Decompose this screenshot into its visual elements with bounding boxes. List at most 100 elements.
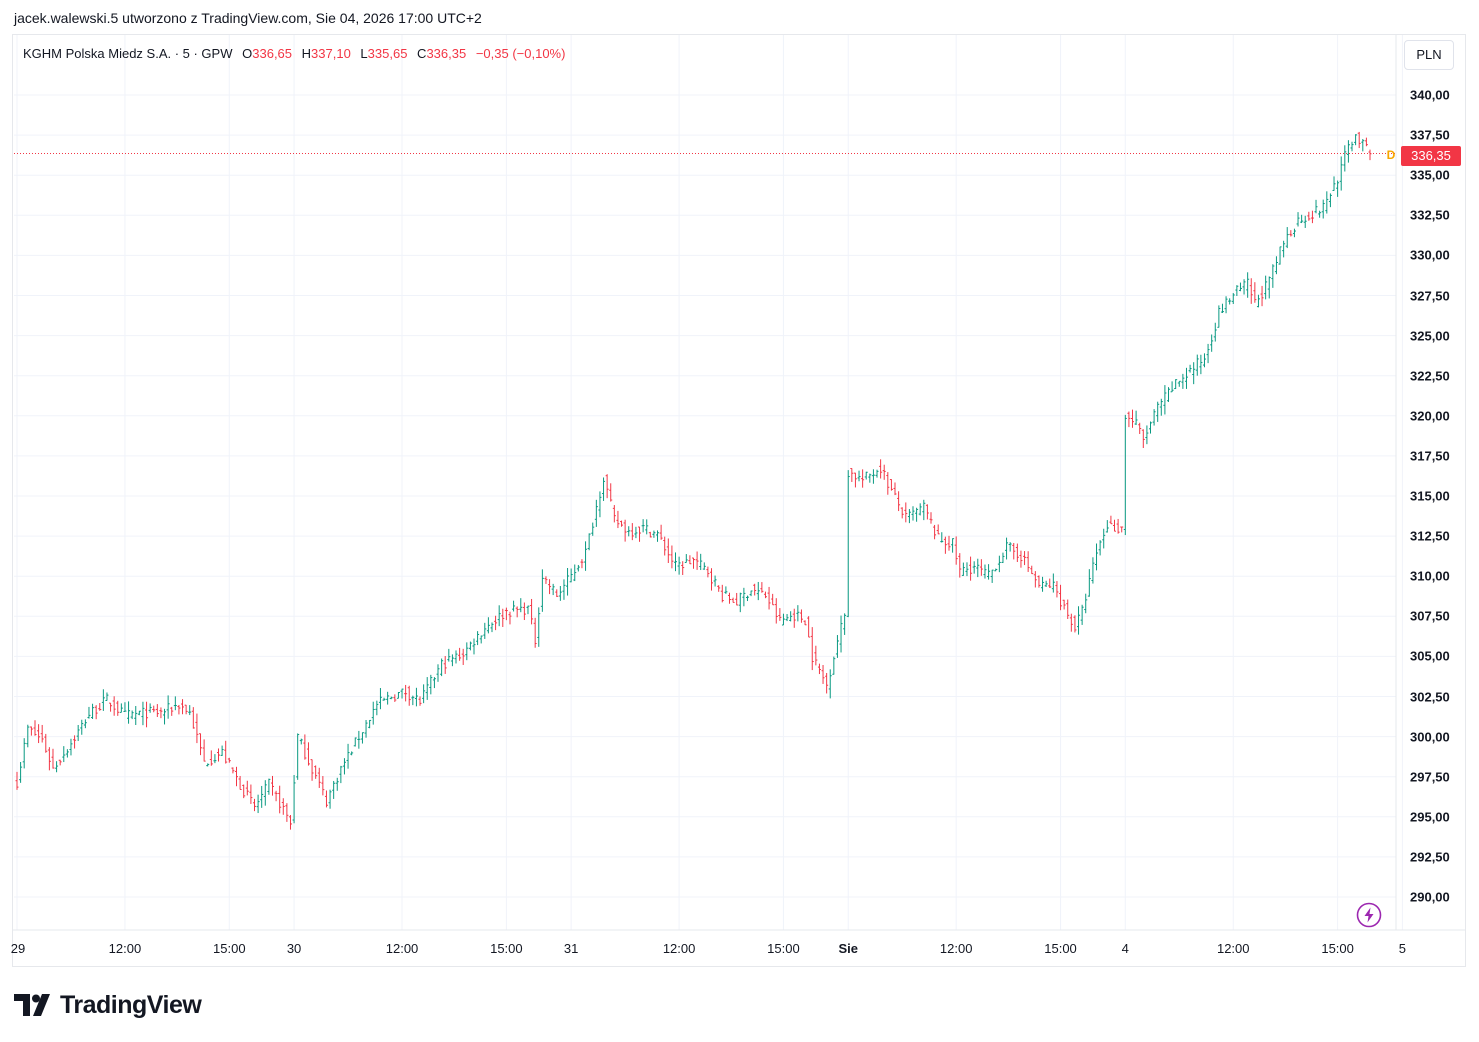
ohlc-bar xyxy=(22,738,26,769)
ohlc-bar xyxy=(1134,410,1138,425)
ohlc-bar xyxy=(530,598,534,625)
ohlc-bar xyxy=(443,655,447,674)
ohlc-bar xyxy=(925,504,929,520)
ohlc-bar xyxy=(1156,401,1160,422)
ohlc-bar xyxy=(735,592,739,606)
ohlc-bar xyxy=(929,512,933,524)
ohlc-bar xyxy=(864,471,868,480)
ohlc-bar xyxy=(727,592,731,604)
ohlc-bar xyxy=(843,613,847,635)
ohlc-bar xyxy=(911,506,915,521)
ohlc-bar xyxy=(515,606,519,618)
ohlc-bar xyxy=(152,705,156,713)
ohlc-bar xyxy=(166,695,170,719)
ohlc-bar xyxy=(404,684,408,702)
ohlc-bar xyxy=(1318,210,1322,218)
ohlc-bar xyxy=(562,579,566,600)
ohlc-bar xyxy=(936,524,940,535)
ohlc-bar xyxy=(1339,156,1343,191)
ohlc-bar xyxy=(976,558,980,578)
y-tick-label: 292,50 xyxy=(1410,849,1450,865)
ohlc-bar xyxy=(476,631,480,646)
ohlc-bar xyxy=(587,533,591,551)
currency-button[interactable]: PLN xyxy=(1404,40,1454,70)
ohlc-bar xyxy=(1102,528,1106,549)
y-tick-label: 325,00 xyxy=(1410,328,1450,344)
ohlc-bar xyxy=(199,733,203,756)
ohlc-bar xyxy=(314,765,318,779)
ohlc-bar xyxy=(1095,543,1099,571)
ohlc-bar xyxy=(206,763,210,767)
ohlc-bar xyxy=(310,759,314,781)
ohlc-bar xyxy=(83,719,87,729)
ohlc-bar xyxy=(400,688,404,699)
ohlc-bar xyxy=(1109,515,1113,525)
ohlc-bar xyxy=(159,707,163,719)
ohlc-bar xyxy=(803,620,807,626)
ohlc-bar xyxy=(1235,285,1239,296)
ohlc-bar xyxy=(987,564,991,580)
ohlc-bar xyxy=(224,740,228,764)
ohlc-bar xyxy=(1217,305,1221,328)
ohlc-bar xyxy=(1328,193,1332,208)
ohlc-bar xyxy=(990,569,994,583)
ohlc-bar xyxy=(389,696,393,700)
ohlc-bar xyxy=(15,771,19,790)
ohlc-bar xyxy=(555,589,559,598)
ohlc-bar xyxy=(738,592,742,613)
ohlc-bar xyxy=(263,780,267,806)
ohlc-bar xyxy=(648,531,652,538)
ohlc-bar xyxy=(519,598,523,613)
ohlc-bar xyxy=(1202,353,1206,368)
ohlc-bar xyxy=(674,552,678,572)
ohlc-bar xyxy=(80,719,84,735)
ohlc-bar xyxy=(458,647,462,661)
x-tick-label: 15:00 xyxy=(767,941,800,956)
ohlc-bar xyxy=(630,523,634,541)
ohlc-bar xyxy=(871,469,875,484)
ohlc-bar xyxy=(591,522,595,536)
ohlc-bar xyxy=(839,615,843,653)
ohlc-bar xyxy=(494,615,498,631)
ohlc-bar xyxy=(692,557,695,569)
ohlc-bar xyxy=(119,703,123,713)
ohlc-bar xyxy=(238,775,242,790)
ohlc-bar xyxy=(1037,575,1041,588)
ohlc-bar xyxy=(40,724,44,743)
ohlc-bar xyxy=(123,702,127,712)
ohlc-legend: KGHM Polska Miedz S.A. · 5 · GPW O336,65… xyxy=(23,46,565,61)
ohlc-bar xyxy=(1228,298,1232,305)
y-tick-label: 335,00 xyxy=(1410,167,1450,183)
ohlc-bar xyxy=(897,491,901,512)
ohlc-bar xyxy=(396,692,400,699)
ohlc-bar xyxy=(1030,565,1034,575)
ohlc-bar xyxy=(278,785,282,814)
ohlc-bar xyxy=(217,748,221,762)
ohlc-bar xyxy=(551,583,555,596)
tradingview-brand[interactable]: TradingView xyxy=(14,990,202,1020)
ohlc-bar xyxy=(422,684,426,704)
last-price-label: 336,35 xyxy=(1401,146,1461,166)
ohlc-bar xyxy=(1023,551,1027,566)
ohlc-bar xyxy=(1098,540,1102,556)
ohlc-bar xyxy=(155,704,159,717)
ohlc-bar xyxy=(846,470,850,618)
lightning-icon[interactable] xyxy=(1356,902,1382,928)
ohlc-bar xyxy=(235,766,239,787)
ohlc-bar xyxy=(184,704,188,715)
ohlc-bar xyxy=(620,520,624,527)
ohlc-bar xyxy=(342,758,346,775)
ohlc-bar xyxy=(544,576,548,584)
chart-grid xyxy=(14,35,1403,930)
dividend-badge[interactable]: D xyxy=(1386,148,1396,162)
y-tick-label: 322,50 xyxy=(1410,368,1450,384)
ohlc-bar xyxy=(350,751,354,756)
x-tick-label: 29 xyxy=(10,941,26,956)
ohlc-bar xyxy=(288,815,292,830)
ohlc-bar xyxy=(645,519,649,535)
ohlc-bar xyxy=(378,688,382,710)
chart-frame xyxy=(12,34,1466,967)
y-tick-label: 332,50 xyxy=(1410,207,1450,223)
ohlc-bar xyxy=(1231,293,1235,305)
